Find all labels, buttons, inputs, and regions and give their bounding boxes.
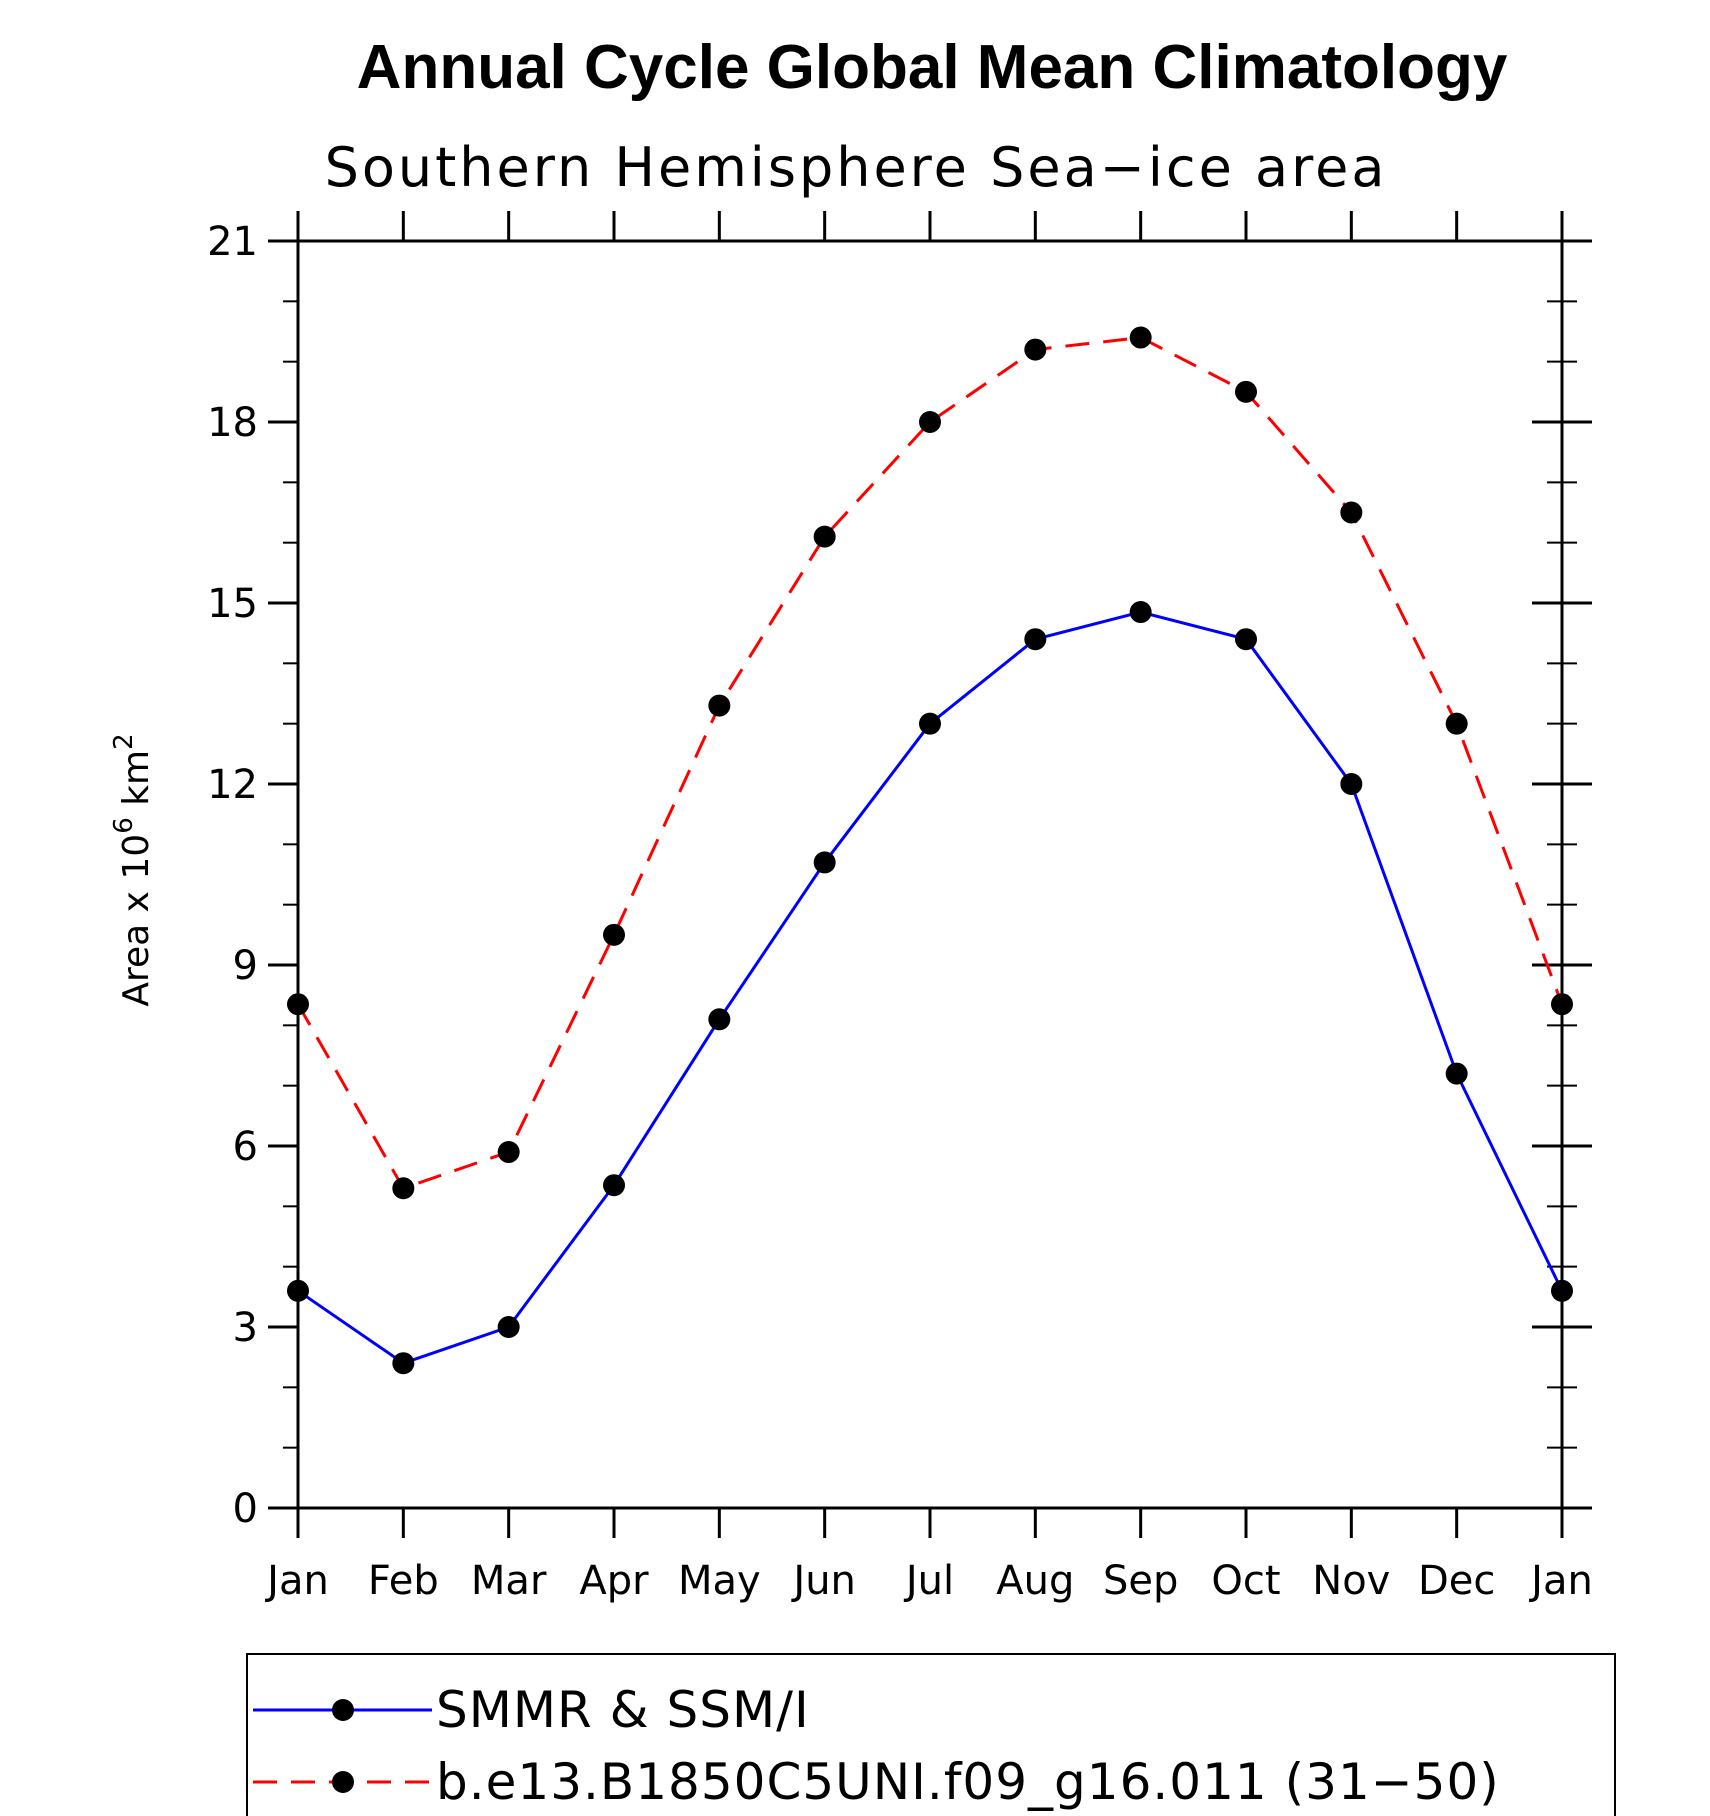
y-tick-label: 15 — [207, 581, 258, 627]
chart-title: Annual Cycle Global Mean Climatology — [357, 33, 1508, 102]
series-1-point — [813, 851, 836, 874]
y-axis-title-sup-1: 6 — [109, 817, 139, 834]
chart-subtitle: Southern Hemisphere Sea−ice area — [325, 136, 1388, 199]
series-2-point — [1445, 712, 1468, 735]
series-2-point — [392, 1177, 415, 1200]
x-tick-labels: Jan Feb Mar Apr May Jun Jul Aug Sep Oct Nov Dec Jan — [264, 1558, 1593, 1604]
series-2-line — [296, 335, 1564, 1191]
series-2-point — [919, 411, 941, 433]
y-tick-labels: 0 3 6 9 12 15 18 21 — [207, 219, 258, 1532]
series-1-point — [1235, 628, 1257, 651]
series-1-point — [919, 712, 941, 735]
legend-marker-2 — [332, 1771, 354, 1793]
y-tick-label: 6 — [233, 1124, 258, 1170]
legend: SMMR & SSM/I b.e13.B1850C5UNI.f09_g16.011… — [253, 1681, 1500, 1811]
series-2-point — [1129, 326, 1152, 349]
legend-marker-1 — [332, 1699, 354, 1721]
x-tick-label: Mar — [471, 1558, 547, 1604]
y-tick-label: 0 — [233, 1486, 258, 1532]
x-tick-label: Nov — [1312, 1558, 1390, 1604]
x-tick-label: Jan — [1528, 1558, 1593, 1604]
series-2-point — [497, 1141, 520, 1164]
series-1-point — [287, 1279, 309, 1302]
x-tick-label: Aug — [996, 1558, 1074, 1604]
series-2-point — [708, 694, 731, 717]
legend-box — [246, 1653, 1616, 1816]
x-tick-label: Jul — [903, 1558, 954, 1604]
series-1-point — [1551, 1279, 1573, 1302]
x-tick-label: May — [678, 1558, 761, 1604]
series-layer — [287, 326, 1573, 1375]
x-tick-label: Dec — [1418, 1558, 1495, 1604]
series-1-point — [708, 1008, 731, 1031]
y-axis-title-sup-2: 2 — [109, 733, 139, 750]
y-tick-label: 21 — [207, 219, 258, 265]
x-tick-label: Apr — [579, 1558, 649, 1604]
series-2-point — [1551, 993, 1573, 1016]
series-1-point — [1340, 773, 1363, 795]
series-2-point — [603, 923, 625, 946]
series-2-point — [1024, 338, 1047, 361]
legend-label-2: b.e13.B1850C5UNI.f09_g16.011 (31−50) — [436, 1753, 1500, 1811]
series-1-point — [1024, 628, 1047, 651]
y-axis-title-text: Area x 10 — [116, 834, 157, 1007]
y-axis-title-unit: km — [116, 750, 157, 817]
legend-label-1: SMMR & SSM/I — [436, 1681, 810, 1739]
series-2-point — [1340, 501, 1363, 524]
series-1-point — [392, 1352, 415, 1375]
series-1-point — [497, 1316, 520, 1338]
series-1-point — [603, 1174, 625, 1197]
y-axis-title: Area x 106 km2 — [109, 733, 157, 1006]
x-tick-label: Jun — [790, 1558, 856, 1604]
series-2-point — [813, 525, 836, 548]
y-tick-label: 18 — [207, 400, 258, 446]
series-2-point — [287, 993, 309, 1016]
series-1-point — [1445, 1062, 1468, 1085]
series-2-point — [1235, 380, 1257, 403]
y-tick-label: 3 — [233, 1305, 258, 1351]
x-tick-label: Sep — [1103, 1558, 1178, 1604]
svg-text:Area x 106 km2: Area x 106 km2 — [109, 733, 157, 1006]
axis-ticks — [268, 211, 1592, 1538]
x-tick-label: Feb — [368, 1558, 439, 1604]
series-1-point — [1129, 601, 1152, 624]
x-tick-label: Jan — [264, 1558, 329, 1604]
x-tick-label: Oct — [1211, 1558, 1280, 1604]
y-tick-label: 12 — [207, 762, 258, 808]
y-tick-label: 9 — [233, 943, 258, 989]
